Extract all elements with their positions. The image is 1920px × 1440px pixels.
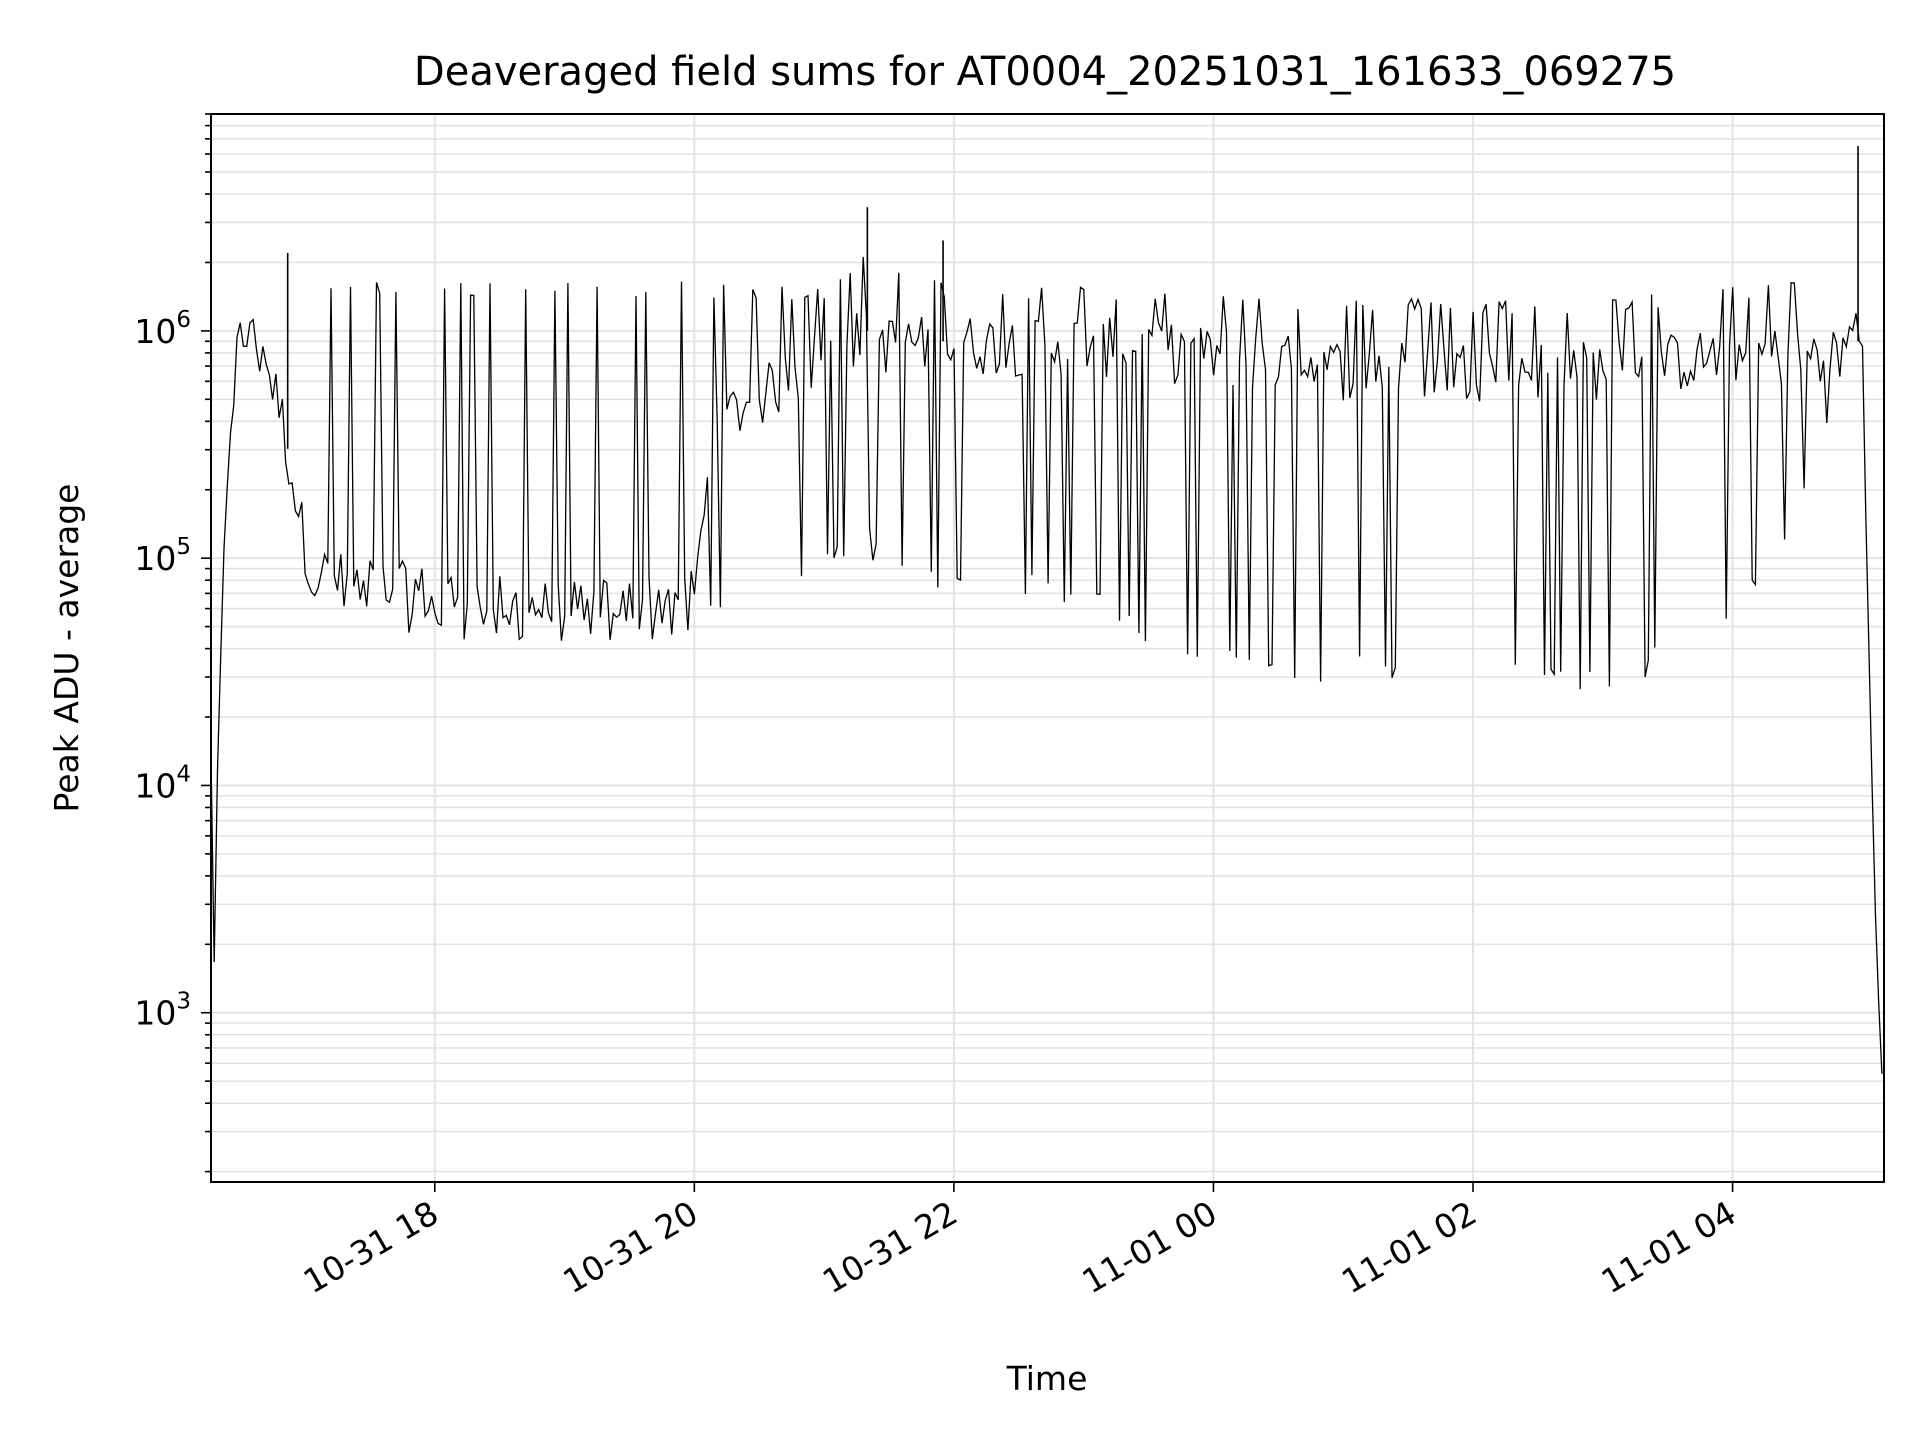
x-tick-label: 10-31 18 bbox=[297, 1193, 445, 1301]
y-tick-label: 106 bbox=[134, 307, 191, 351]
x-axis-label: Time bbox=[1006, 1359, 1088, 1398]
x-tick-label: 10-31 22 bbox=[816, 1193, 964, 1301]
x-tick-label: 10-31 20 bbox=[556, 1193, 704, 1301]
x-tick-label: 11-01 00 bbox=[1075, 1193, 1223, 1301]
y-tick-label: 105 bbox=[134, 534, 191, 578]
grid-lines bbox=[211, 113, 1884, 1182]
x-axis-ticks: 10-31 18 10-31 20 10-31 22 11-01 00 11-01 02… bbox=[297, 1182, 1743, 1301]
y-tick-label: 104 bbox=[134, 761, 191, 805]
x-tick-label: 11-01 04 bbox=[1595, 1193, 1743, 1301]
chart-title: Deaveraged field sums for AT0004_2025103… bbox=[414, 49, 1676, 95]
series-line bbox=[210, 256, 1883, 1074]
y-tick-label: 103 bbox=[134, 989, 191, 1033]
y-axis-ticks: 103 104 105 106 bbox=[134, 113, 211, 1173]
y-axis-label: Peak ADU - average bbox=[47, 484, 86, 813]
x-tick-label: 11-01 02 bbox=[1335, 1193, 1483, 1301]
plot-area bbox=[210, 146, 1883, 1074]
